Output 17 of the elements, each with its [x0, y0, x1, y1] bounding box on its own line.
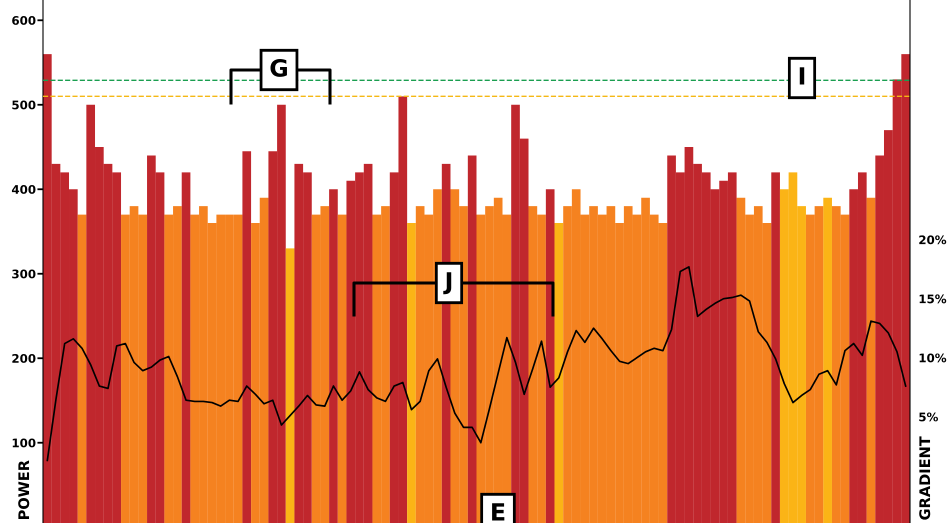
y-tick-label: 200 — [12, 354, 36, 363]
y2-axis-title: GRADIENT — [919, 436, 930, 520]
y-tick-label: 300 — [12, 269, 36, 278]
y-tick-label: 600 — [12, 16, 36, 25]
y2-tick-label: 10% — [920, 353, 946, 362]
annotation: E — [492, 503, 504, 521]
y-axis-title: POWER — [18, 460, 30, 520]
annotation: J — [443, 272, 452, 294]
line-series — [46, 266, 906, 462]
y2-tick-label: 5% — [919, 412, 938, 422]
y2-tick-label: 20% — [919, 235, 946, 244]
y-tick-label: 400 — [12, 184, 36, 194]
y-tick-label: 100 — [12, 438, 36, 448]
annotation: I — [800, 67, 804, 85]
y-tick-label: 500 — [12, 100, 36, 110]
annotation: G — [270, 58, 287, 77]
y2-tick-label: 15% — [920, 294, 946, 304]
